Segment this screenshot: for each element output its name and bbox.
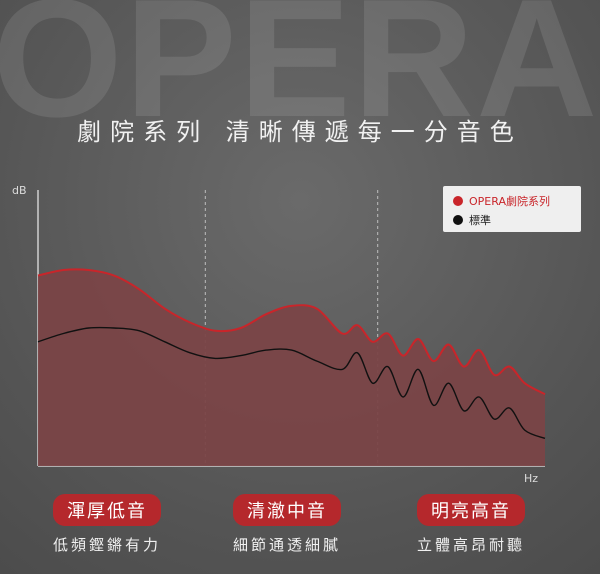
standard-point-16 [402,396,404,398]
standard-point-11 [316,360,318,362]
opera-point-17 [417,338,419,340]
standard-point-10 [291,349,293,351]
standard-point-25 [544,438,546,440]
opera-point-0 [37,275,39,277]
opera-point-12 [341,333,343,335]
opera-point-6 [189,322,191,324]
opera-point-16 [402,355,404,357]
opera-point-14 [372,341,374,343]
y-axis-label: dB [12,184,27,197]
standard-point-9 [265,349,267,351]
opera-point-10 [291,305,293,307]
standard-point-4 [139,330,141,332]
opera-point-19 [448,344,450,346]
band-treble: 明亮高音 立體高昂耐聽 [404,494,538,555]
standard-point-2 [88,327,90,329]
opera-point-7 [215,330,217,332]
band-bass: 渾厚低音 低頻鏗鏘有力 [40,494,174,555]
standard-point-20 [463,410,465,412]
opera-series-line [37,268,546,396]
band-treble-desc: 立體高昂耐聽 [416,536,525,554]
opera-point-21 [478,349,480,351]
opera-point-11 [316,308,318,310]
standard-point-23 [509,407,511,409]
standard-point-8 [240,355,242,357]
band-bass-title: 渾厚低音 [53,494,161,526]
opera-point-24 [524,382,526,384]
band-mid: 清澈中音 細節通透細膩 [220,494,354,555]
opera-point-23 [509,366,511,368]
opera-point-1 [63,269,65,271]
standard-point-1 [63,333,65,335]
standard-point-19 [448,382,450,384]
band-mid-title: 清澈中音 [233,494,341,526]
standard-point-0 [37,341,39,343]
standard-point-18 [433,404,435,406]
legend-label-standard: 標準 [469,214,491,227]
opera-point-9 [265,313,267,315]
band-bass-desc: 低頻鏗鏘有力 [52,536,161,554]
opera-point-18 [433,360,435,362]
standard-point-5 [164,341,166,343]
chart-legend: OPERA劇院系列 標準 [443,186,581,232]
legend-item-standard: 標準 [453,212,491,228]
standard-point-24 [524,429,526,431]
opera-point-5 [164,308,166,310]
opera-series-area [38,269,545,466]
legend-label-opera: OPERA劇院系列 [469,195,550,208]
band-mid-desc: 細節通透細膩 [232,536,341,554]
opera-point-15 [387,333,389,335]
legend-item-opera: OPERA劇院系列 [453,193,550,209]
standard-point-12 [341,369,343,371]
opera-point-2 [88,269,90,271]
standard-point-15 [387,366,389,368]
opera-point-4 [139,289,141,291]
standard-series-line [37,326,546,440]
standard-point-13 [357,352,359,354]
page-headline: 劇院系列 清晰傳遞每一分音色 [77,118,523,146]
standard-point-7 [215,358,217,360]
red-dot-icon [453,196,463,206]
band-treble-title: 明亮高音 [417,494,525,526]
black-dot-icon [453,215,463,225]
standard-point-14 [372,382,374,384]
opera-point-22 [494,374,496,376]
opera-point-13 [357,324,359,326]
standard-point-17 [417,369,419,371]
opera-point-8 [240,327,242,329]
standard-point-6 [189,352,191,354]
standard-point-21 [478,396,480,398]
frequency-response-chart [37,190,546,467]
standard-point-3 [113,327,115,329]
background-watermark: OPERA [0,0,600,152]
x-axis-label: Hz [524,472,539,485]
opera-point-3 [113,275,115,277]
standard-point-22 [494,418,496,420]
opera-point-25 [544,393,546,395]
opera-point-20 [463,366,465,368]
